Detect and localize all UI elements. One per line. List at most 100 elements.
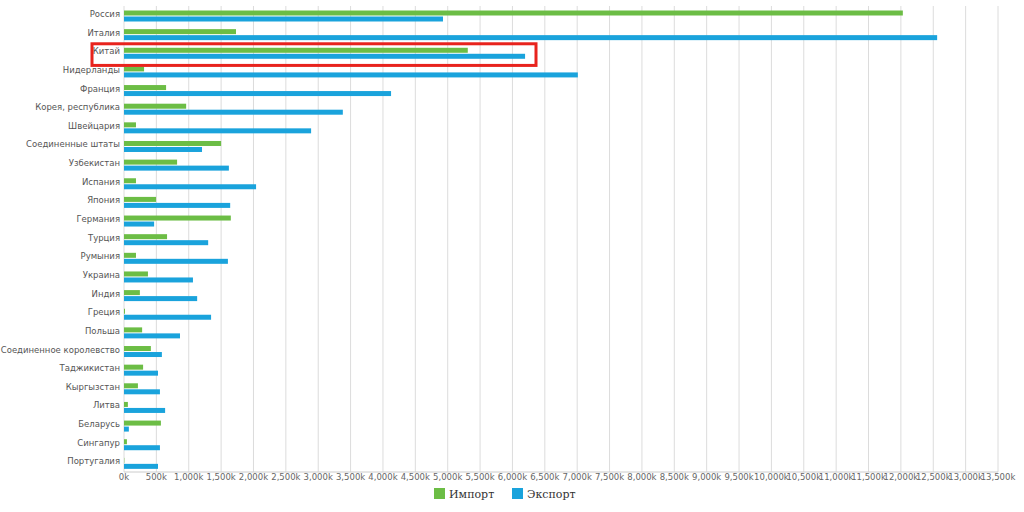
grid-line [965, 6, 966, 472]
bar[interactable] [124, 333, 180, 338]
category-label: Турция [87, 233, 120, 243]
tick-label: 13,500k [981, 472, 1016, 482]
category-label: Италия [87, 28, 120, 38]
tick-label: 12,500k [916, 472, 951, 482]
bar[interactable] [124, 371, 158, 376]
bar[interactable] [124, 35, 937, 40]
legend-label: Экспорт [527, 488, 576, 501]
bar[interactable] [124, 48, 468, 53]
bar[interactable] [124, 29, 236, 34]
bar[interactable] [124, 66, 144, 71]
bar[interactable] [124, 197, 156, 202]
tick-label: 1,000k [174, 472, 203, 482]
tick-label: 9,000k [692, 472, 721, 482]
bar[interactable] [124, 253, 136, 258]
axis-line [124, 472, 998, 473]
bar[interactable] [124, 141, 221, 146]
bar[interactable] [124, 277, 193, 282]
grid-line [609, 6, 610, 472]
bar[interactable] [124, 17, 443, 22]
bar[interactable] [124, 184, 256, 189]
bar[interactable] [124, 222, 154, 227]
bar[interactable] [124, 216, 231, 221]
tick-label: 7,500k [595, 472, 624, 482]
category-label: Греция [88, 307, 120, 317]
bar[interactable] [124, 259, 228, 264]
bar[interactable] [124, 389, 160, 394]
grid-line [739, 6, 740, 472]
bar[interactable] [124, 445, 160, 450]
tick-label: 500k [146, 472, 167, 482]
bar[interactable] [124, 296, 197, 301]
category-label: Германия [76, 214, 120, 224]
grid-line [868, 6, 869, 472]
category-label: Португалия [67, 456, 120, 466]
bar[interactable] [124, 104, 186, 109]
tick-label: 0k [119, 472, 129, 482]
bar[interactable] [124, 54, 525, 59]
bar[interactable] [124, 11, 903, 16]
legend-swatch [512, 488, 523, 499]
grid-line [674, 6, 675, 472]
tick-label: 5,500k [465, 472, 494, 482]
bar[interactable] [124, 346, 151, 351]
bar[interactable] [124, 439, 127, 444]
grid-line [933, 6, 934, 472]
tick-label: 10,000k [754, 472, 789, 482]
category-label: Румыния [81, 251, 120, 261]
bar[interactable] [124, 427, 129, 432]
tick-label: 12,000k [884, 472, 919, 482]
tick-label: 13,000k [948, 472, 983, 482]
category-label: Беларусь [78, 419, 120, 429]
bar[interactable] [124, 421, 161, 426]
tick-label: 4,500k [401, 472, 430, 482]
category-label: Китай [93, 46, 120, 56]
tick-label: 11,000k [819, 472, 854, 482]
bar[interactable] [124, 290, 140, 295]
bar[interactable] [124, 464, 158, 469]
bar[interactable] [124, 315, 211, 320]
bar[interactable] [124, 147, 202, 152]
bar[interactable] [124, 110, 343, 115]
tick-label: 2,500k [271, 472, 300, 482]
tick-label: 10,500k [786, 472, 821, 482]
bar[interactable] [124, 122, 136, 127]
category-label: Кыргызстан [66, 382, 120, 392]
legend-label: Импорт [449, 488, 494, 501]
bar[interactable] [124, 458, 125, 463]
bar[interactable] [124, 72, 578, 77]
bar[interactable] [124, 166, 229, 171]
bar[interactable] [124, 352, 162, 357]
bar[interactable] [124, 327, 142, 332]
category-label: Узбекистан [69, 158, 120, 168]
bar[interactable] [124, 91, 391, 96]
tick-label: 3,500k [336, 472, 365, 482]
bar[interactable] [124, 271, 148, 276]
category-label: Франция [80, 84, 120, 94]
legend: Импорт Экспорт [434, 488, 576, 501]
tick-label: 2,000k [239, 472, 268, 482]
grid-line [900, 6, 901, 472]
bar[interactable] [124, 408, 165, 413]
bar[interactable] [124, 85, 166, 90]
category-label: Испания [82, 177, 120, 187]
bar[interactable] [124, 234, 167, 239]
bar[interactable] [124, 309, 125, 314]
bar[interactable] [124, 402, 128, 407]
grid-line [771, 6, 772, 472]
tick-label: 8,500k [660, 472, 689, 482]
bar[interactable] [124, 240, 208, 245]
bar[interactable] [124, 383, 138, 388]
tick-label: 7,000k [563, 472, 592, 482]
bar[interactable] [124, 203, 230, 208]
bar[interactable] [124, 178, 136, 183]
tick-label: 6,500k [530, 472, 559, 482]
bar[interactable] [124, 365, 143, 370]
grid-line [998, 6, 999, 472]
category-label: Соединенные штаты [26, 139, 120, 149]
bar[interactable] [124, 160, 177, 165]
category-label: Корея, республика [35, 102, 120, 112]
bar[interactable] [124, 128, 311, 133]
category-label: Индия [92, 289, 120, 299]
category-label: Сингапур [77, 438, 120, 448]
